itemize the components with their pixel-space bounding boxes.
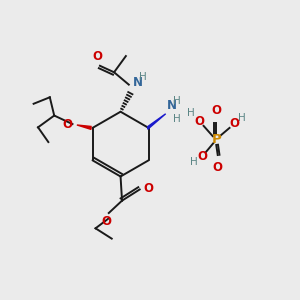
Text: H: H — [238, 113, 246, 123]
Text: O: O — [213, 161, 223, 174]
Text: O: O — [211, 104, 221, 117]
Text: P: P — [212, 133, 221, 146]
Text: O: O — [229, 117, 239, 130]
Polygon shape — [77, 125, 91, 129]
Text: N: N — [133, 76, 143, 89]
Polygon shape — [148, 114, 166, 129]
Text: H: H — [173, 95, 181, 106]
Text: H: H — [173, 114, 181, 124]
Text: O: O — [143, 182, 154, 195]
Text: O: O — [197, 150, 207, 163]
Text: O: O — [93, 50, 103, 63]
Text: H: H — [140, 72, 147, 82]
Text: O: O — [62, 118, 73, 130]
Text: N: N — [167, 99, 177, 112]
Text: O: O — [102, 215, 112, 228]
Text: O: O — [194, 115, 204, 128]
Text: H: H — [190, 157, 198, 167]
Text: H: H — [187, 108, 195, 118]
